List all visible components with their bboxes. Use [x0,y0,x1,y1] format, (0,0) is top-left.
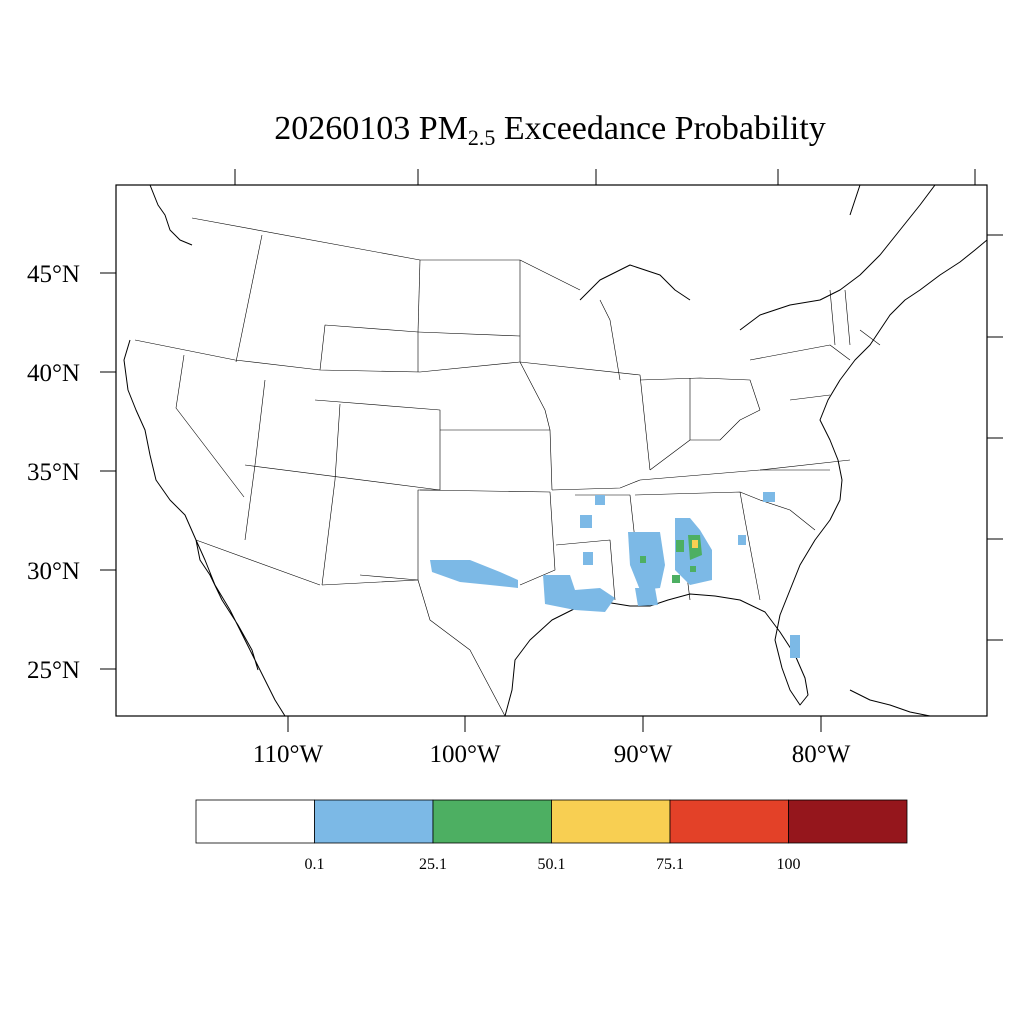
left-ticks [100,272,116,670]
lat-label: 40°N [27,360,80,387]
legend-label: 50.1 [538,856,566,873]
region-florida [790,635,800,658]
lat-label: 25°N [27,657,80,684]
lat-label: 30°N [27,558,80,585]
lon-label: 100°W [429,741,500,768]
lat-label: 35°N [27,459,80,486]
title-date: 20260103 [274,110,411,147]
top-ticks [234,169,976,185]
legend-swatch-5 [788,799,908,844]
legend-swatch-1 [314,799,434,844]
region-green-1 [676,540,684,552]
title-rest: Exceedance Probability [503,110,826,147]
lat-labels: 45°N 40°N 35°N 30°N 25°N [27,261,80,684]
region-arkansas [580,515,592,528]
legend-labels: 0.1 25.1 50.1 75.1 100 [305,856,801,873]
region-arkansas-n [595,495,605,505]
lon-labels: 110°W 100°W 90°W 80°W [253,741,851,768]
bottom-ticks [287,716,822,732]
region-green-4 [672,575,680,583]
title-pm: PM [418,110,468,147]
lon-label: 110°W [253,741,324,768]
region-gulf [635,588,658,606]
lon-label: 80°W [792,741,851,768]
map-frame [115,184,988,717]
map-clip-group [123,185,987,716]
right-ticks [987,234,1003,641]
region-louisiana [543,575,615,612]
legend-swatch-0 [195,799,315,844]
region-carolina [763,492,775,502]
legend-label: 100 [777,856,801,873]
coastline [123,185,987,716]
lon-label: 90°W [614,741,673,768]
legend-label: 25.1 [419,856,447,873]
legend-swatch-2 [432,799,552,844]
region-green-5 [690,566,696,572]
region-georgia-e [738,535,746,545]
state-boundaries [134,217,881,716]
legend-swatch-4 [669,799,789,844]
region-alabama [628,532,665,590]
region-texas [430,560,518,588]
region-yellow [692,540,698,548]
exceedance-regions [430,492,800,658]
legend-bar [195,799,908,844]
region-mississippi [583,552,593,565]
title-subscript: 2.5 [467,125,496,150]
legend-label: 75.1 [656,856,684,873]
region-green-3 [640,556,646,563]
legend-swatch-3 [551,799,671,844]
legend-label: 0.1 [305,856,325,873]
map-title: 20260103 PM2.5 Exceedance Probability [0,110,1024,151]
lat-label: 45°N [27,261,80,288]
